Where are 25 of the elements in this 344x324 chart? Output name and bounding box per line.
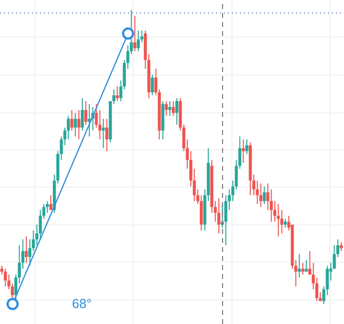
candlestick: [70, 109, 74, 132]
candlestick: [84, 100, 88, 126]
candlestick: [301, 262, 304, 276]
candlestick: [133, 15, 136, 52]
annotation: 68°: [72, 296, 92, 311]
candlestick: [175, 98, 178, 126]
candlestick: [24, 236, 28, 264]
candlestick: [102, 118, 105, 149]
candlestick: [49, 194, 52, 210]
candlestick: [150, 74, 154, 96]
candlestick: [80, 98, 84, 132]
candlestick: [74, 112, 77, 137]
candlestick: [242, 138, 245, 164]
candlestick: [168, 100, 172, 116]
candlestick: [4, 268, 7, 287]
candlestick: [105, 118, 108, 152]
candlestick: [298, 254, 301, 278]
candlestick: [217, 198, 220, 234]
candlestick: [172, 100, 175, 116]
candlestick: [164, 100, 168, 116]
candlestick: [262, 186, 266, 205]
candlestick: [245, 138, 248, 155]
candlestick: [77, 109, 80, 140]
candlestick: [136, 30, 140, 52]
candlestick: [259, 182, 262, 208]
